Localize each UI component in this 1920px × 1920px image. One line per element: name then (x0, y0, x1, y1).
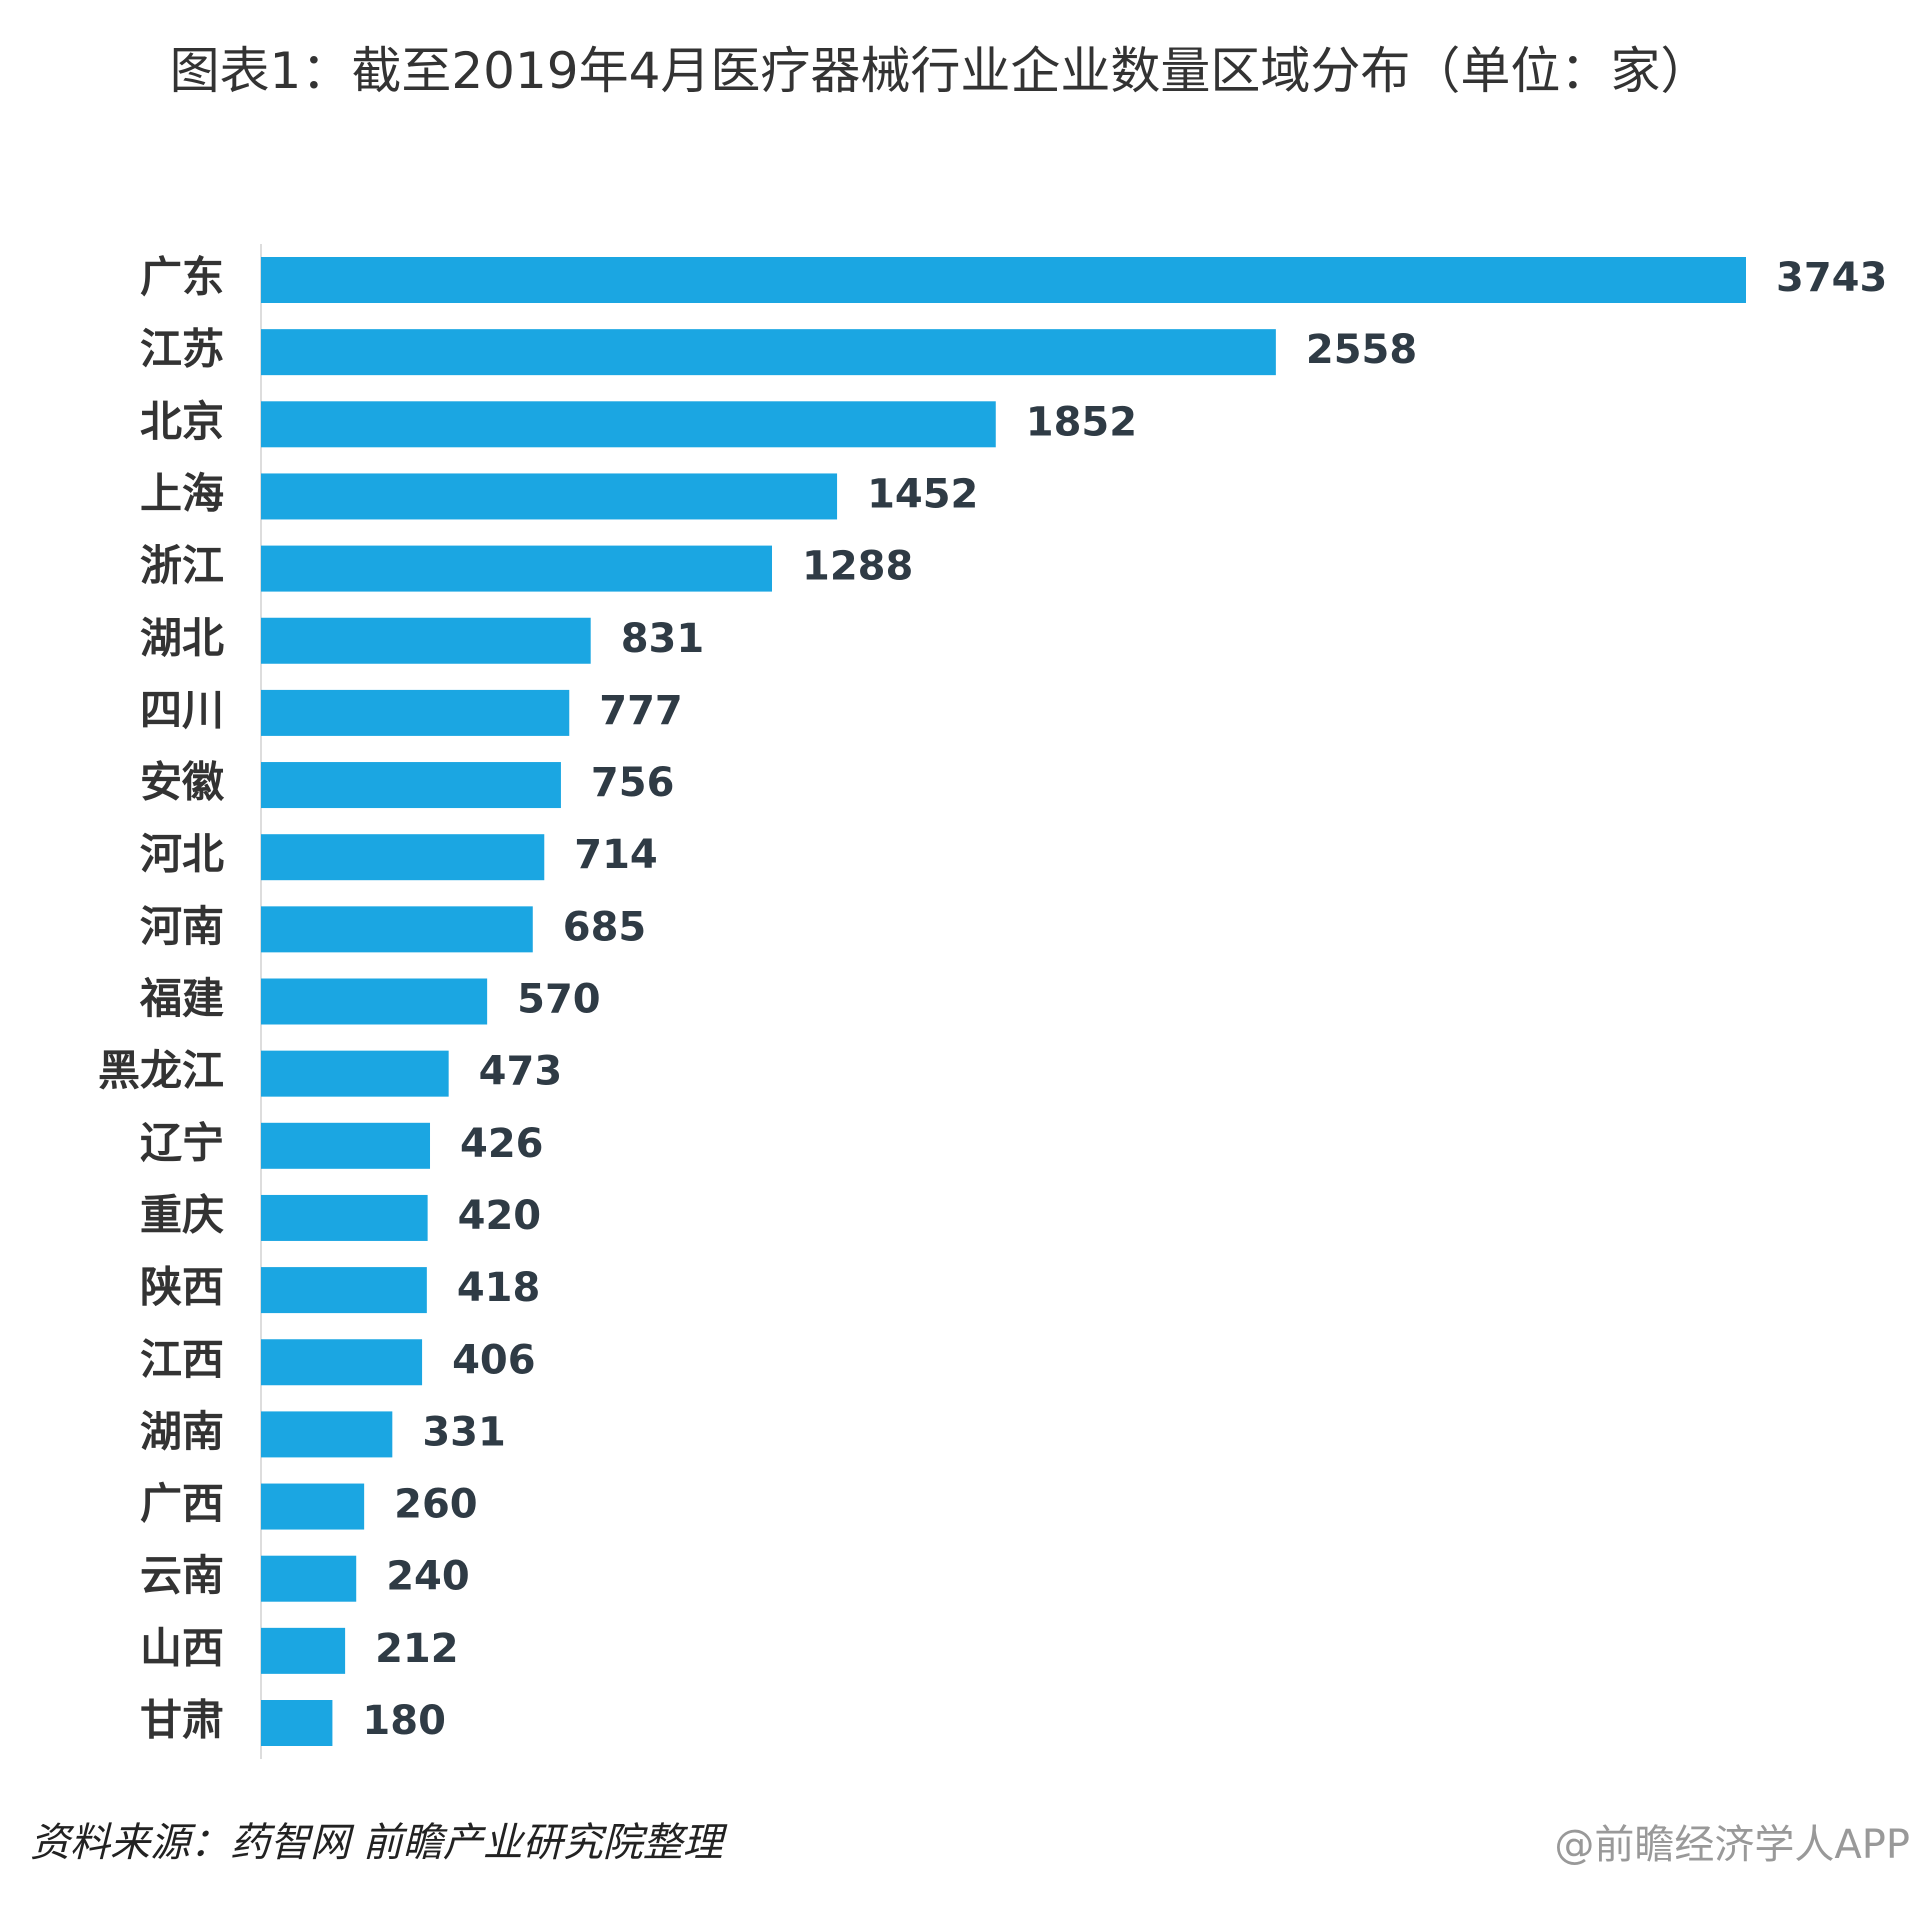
watermark: @前瞻经济学人APP (1554, 1822, 1910, 1868)
category-label: 江西 (140, 1335, 224, 1384)
bar (261, 545, 773, 592)
value-label: 260 (394, 1482, 478, 1528)
category-label: 湖南 (140, 1407, 224, 1456)
category-label: 上海 (140, 469, 224, 518)
value-label: 1852 (1026, 399, 1137, 445)
category-label: 辽宁 (140, 1118, 224, 1167)
bar (261, 1050, 449, 1097)
value-label: 406 (452, 1337, 535, 1383)
category-label: 江苏 (140, 325, 224, 374)
category-label: 福建 (139, 974, 224, 1023)
value-label: 420 (458, 1193, 542, 1239)
value-label: 756 (591, 760, 675, 806)
category-label: 湖北 (140, 613, 224, 662)
value-label: 331 (422, 1409, 506, 1455)
bar (261, 401, 996, 448)
bar (261, 617, 591, 664)
value-label: 1452 (867, 471, 978, 517)
value-label: 212 (375, 1626, 459, 1672)
category-label: 黑龙江 (98, 1046, 224, 1095)
category-label: 浙江 (140, 541, 224, 590)
value-label: 1288 (802, 544, 913, 590)
category-label: 北京 (140, 397, 224, 446)
category-label: 河南 (140, 902, 224, 951)
value-label: 777 (599, 688, 683, 734)
value-label: 240 (386, 1554, 470, 1600)
bar (261, 1339, 423, 1386)
bar (261, 1194, 428, 1241)
category-label: 广东 (140, 253, 224, 302)
category-label: 广西 (140, 1479, 224, 1528)
value-label: 831 (621, 616, 705, 662)
value-label: 180 (362, 1698, 446, 1744)
category-label: 四川 (140, 685, 224, 734)
value-label: 473 (479, 1049, 563, 1095)
value-label: 2558 (1306, 327, 1417, 373)
bar (261, 1627, 346, 1674)
bar (261, 1555, 357, 1602)
value-label: 3743 (1776, 255, 1887, 301)
value-label: 426 (460, 1121, 544, 1167)
bar (261, 906, 533, 953)
bar (261, 1700, 333, 1746)
bar (261, 473, 838, 520)
category-label: 云南 (140, 1551, 224, 1600)
value-label: 714 (574, 832, 658, 878)
source-note: 资料来源：药智网 前瞻产业研究院整理 (30, 1820, 723, 1866)
bar (261, 257, 1746, 303)
bar (261, 978, 488, 1025)
bar (261, 1122, 431, 1169)
category-label: 陕西 (140, 1263, 224, 1312)
value-label: 685 (563, 904, 647, 950)
bar (261, 834, 545, 881)
value-label: 570 (517, 977, 601, 1023)
category-label: 重庆 (140, 1190, 224, 1239)
bar (261, 1267, 427, 1314)
value-label: 418 (457, 1265, 540, 1311)
category-label: 安徽 (140, 758, 225, 807)
bar (261, 1411, 393, 1458)
category-label: 甘肃 (140, 1696, 224, 1745)
category-label: 山西 (140, 1623, 224, 1672)
bar (261, 329, 1276, 376)
bar (261, 1483, 365, 1530)
bar (261, 762, 561, 809)
bar (261, 689, 570, 736)
chart-title: 图表1：截至2019年4月医疗器械行业企业数量区域分布（单位：家） (169, 42, 1711, 100)
category-label: 河北 (140, 830, 224, 879)
